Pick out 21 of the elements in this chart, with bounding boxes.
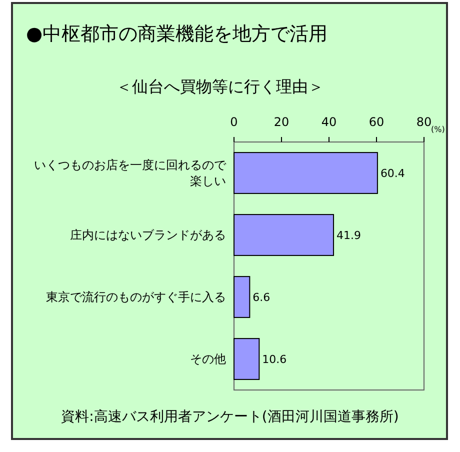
- y-tick-label: 東京で流行のものがすぐ手に入る: [46, 290, 226, 304]
- y-tick-label: その他: [190, 352, 226, 366]
- x-tick-label: 80: [416, 115, 432, 129]
- y-tick-label: 庄内にはないブランドがある: [70, 228, 226, 242]
- x-tick-label: 20: [274, 115, 290, 129]
- data-label: 10.6: [262, 353, 287, 366]
- chart-title: ●中枢都市の商業機能を地方で活用: [26, 23, 328, 45]
- x-axis-title: (%): [431, 125, 445, 134]
- data-label: 60.4: [380, 167, 405, 180]
- x-tick-label: 60: [368, 115, 384, 129]
- bar: [234, 214, 334, 256]
- bar: [234, 152, 378, 194]
- y-tick-label: いくつものお店を一度に回れるので楽しい: [34, 158, 227, 188]
- x-tick-label: 40: [321, 115, 337, 129]
- data-label: 6.6: [252, 291, 270, 304]
- bar: [234, 338, 260, 380]
- text: 資料:高速バス利用者アンケート(酒田河川国道事務所): [61, 409, 399, 425]
- bar: [234, 276, 250, 318]
- data-label: 41.9: [336, 229, 362, 242]
- chart-subtitle: ＜仙台へ買物等に行く理由＞: [116, 77, 324, 96]
- x-tick-label: 0: [230, 115, 238, 129]
